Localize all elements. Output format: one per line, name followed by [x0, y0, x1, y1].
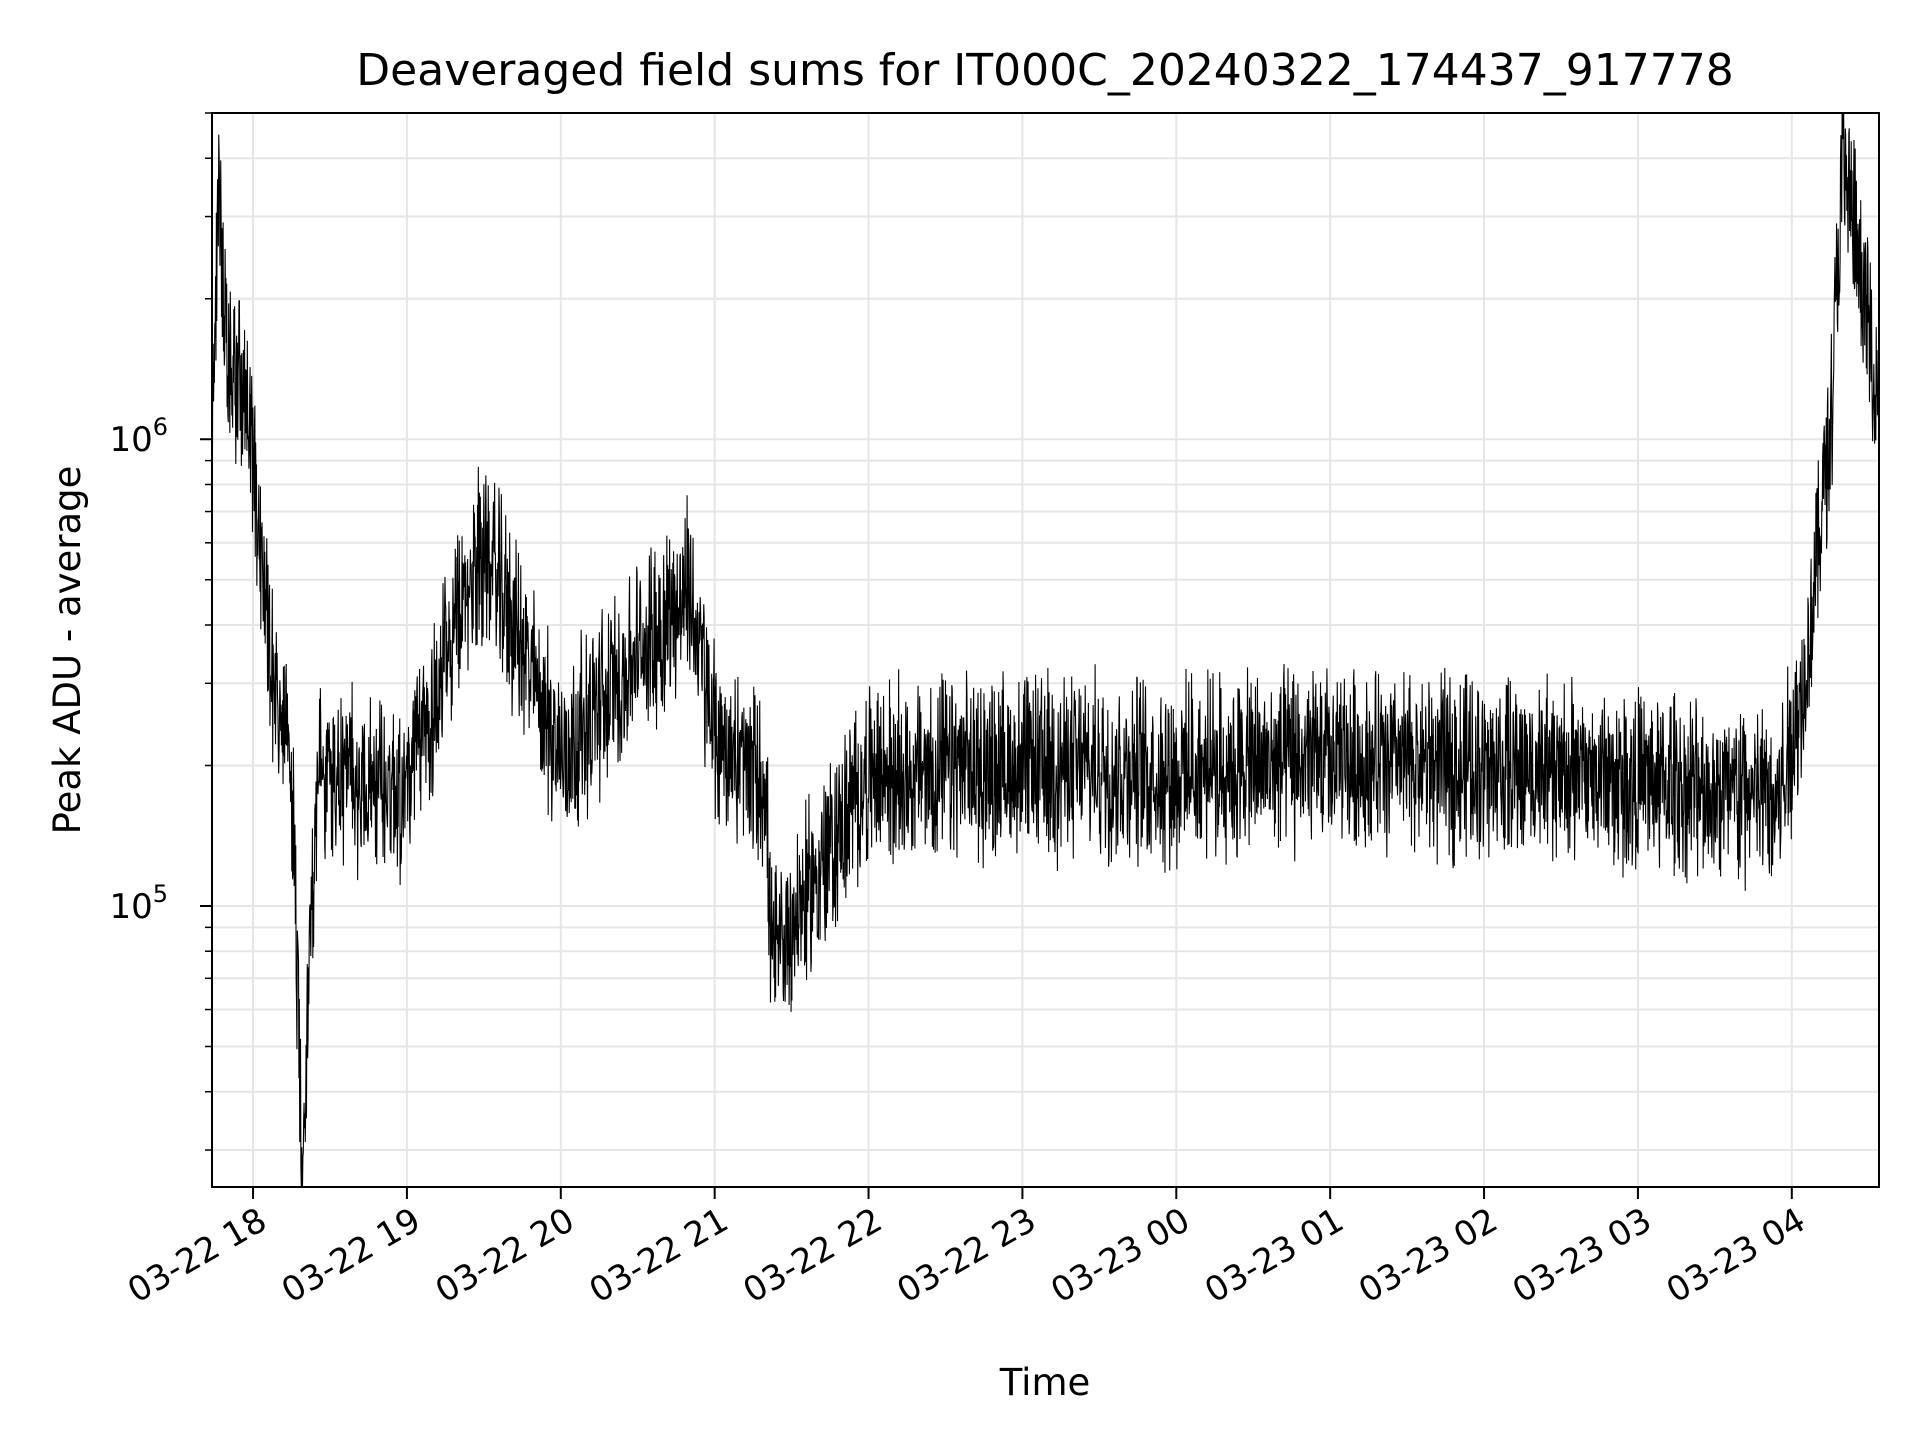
x-axis-label: Time [999, 1361, 1091, 1404]
y-tick-exponent: 6 [153, 413, 168, 441]
y-tick-exponent: 5 [153, 880, 168, 908]
plot-frame [211, 112, 1880, 1188]
series-line [211, 112, 1880, 1188]
grid [212, 112, 1879, 1187]
data-line [211, 112, 1880, 1188]
y-axis-label: Peak ADU - average [46, 466, 89, 835]
chart-title: Deaveraged field sums for IT000C_2024032… [356, 45, 1733, 96]
